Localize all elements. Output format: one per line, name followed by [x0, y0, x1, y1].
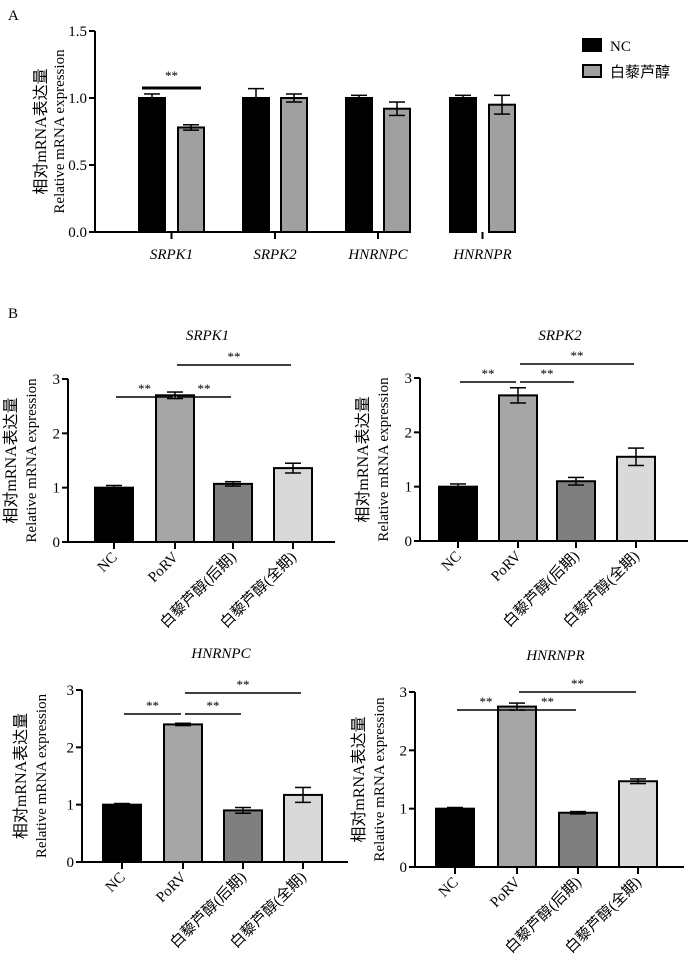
y-tick-label: 3 — [405, 371, 413, 387]
x-tick-label: PoRV — [153, 869, 190, 906]
chart-panel-1: A 相对mRNA表达量 Relative mRNA expression SRPK1 S… — [8, 8, 670, 263]
chart-title: HNRNPR — [525, 648, 584, 664]
chart-title: SRPK1 — [186, 328, 229, 344]
y-tick-label: 1 — [53, 481, 61, 497]
x-tick-label: NC — [95, 550, 121, 576]
bar-treatment — [177, 126, 205, 233]
bar — [616, 455, 656, 542]
significance-label: ** — [482, 366, 495, 381]
chart-panel-4: HNRNPC 相对mRNA表达量 Relative mRNA expression N… — [12, 646, 348, 952]
y-axis-label-en: Relative mRNA expression — [52, 49, 68, 214]
chart-panel-5: HNRNPR 相对mRNA表达量 Relative mRNA expression N… — [350, 648, 684, 957]
y-tick-label: 3 — [67, 683, 75, 699]
bar — [223, 809, 263, 864]
bar-nc — [242, 97, 270, 233]
x-tick-label: NC — [436, 875, 462, 901]
x-tick-label: PoRV — [487, 874, 524, 911]
bar — [94, 486, 134, 543]
bar — [435, 807, 475, 869]
y-tick-label: 3 — [400, 685, 408, 701]
bar-nc — [345, 97, 373, 233]
legend-label: NC — [610, 39, 631, 55]
y-tick-label: 1.0 — [68, 91, 87, 107]
y-tick-label: 2 — [53, 426, 61, 442]
bar — [618, 780, 658, 868]
bar — [497, 705, 537, 868]
y-axis-label-cn: 相对mRNA表达量 — [354, 396, 372, 522]
bar — [556, 480, 596, 543]
x-tick-label: SRPK2 — [253, 247, 297, 263]
y-axis-label-en: Relative mRNA expression — [372, 697, 388, 862]
bar-nc — [138, 97, 166, 233]
y-axis-label-cn: 相对mRNA表达量 — [32, 68, 50, 194]
y-tick-label: 1 — [405, 480, 413, 496]
y-tick-label: 2 — [400, 743, 408, 759]
significance-label: ** — [207, 698, 220, 713]
chart-panel-3: SRPK2 相对mRNA表达量 Relative mRNA expression NC… — [354, 328, 688, 631]
legend-label: 白藜芦醇 — [610, 64, 670, 81]
significance-label: ** — [571, 348, 584, 363]
y-axis-label-cn: 相对mRNA表达量 — [12, 713, 30, 839]
bar — [155, 394, 195, 543]
significance-label: ** — [571, 676, 584, 691]
significance-label: ** — [541, 366, 554, 381]
y-tick-label: 0 — [67, 855, 75, 871]
y-tick-label: 0 — [400, 860, 408, 876]
legend-swatch — [582, 38, 602, 52]
bar-nc — [449, 97, 477, 233]
significance-label: ** — [198, 381, 211, 396]
chart-panel-2: B SRPK1 相对mRNA表达量 Relative mRNA expression N… — [2, 306, 335, 632]
y-tick-label: 1.5 — [68, 24, 87, 40]
significance-label: ** — [228, 349, 241, 364]
y-axis-label-en: Relative mRNA expression — [376, 377, 392, 542]
bar — [558, 811, 598, 868]
bar — [273, 467, 313, 543]
significance-label: ** — [165, 68, 178, 83]
y-axis-label-cn: 相对mRNA表达量 — [2, 397, 20, 523]
y-tick-label: 0.0 — [68, 225, 87, 241]
bar — [102, 803, 142, 864]
significance-label: ** — [146, 698, 159, 713]
bar — [283, 793, 323, 863]
legend-swatch — [582, 64, 602, 78]
x-tick-label: HNRNPC — [347, 247, 408, 263]
bar — [438, 485, 478, 542]
y-tick-label: 2 — [405, 425, 413, 441]
chart-title: SRPK2 — [538, 328, 582, 344]
bar — [213, 482, 253, 544]
panel-label: A — [8, 8, 19, 24]
chart-title: HNRNPC — [190, 646, 251, 662]
bar — [498, 394, 538, 542]
x-tick-label: NC — [103, 870, 129, 896]
significance-label: ** — [138, 381, 151, 396]
x-tick-label: PoRV — [488, 548, 525, 585]
panel-label: B — [8, 306, 18, 322]
bar-treatment — [488, 103, 516, 233]
x-tick-label: HNRNPR — [452, 247, 511, 263]
significance-label: ** — [541, 694, 554, 709]
x-tick-label: PoRV — [145, 549, 182, 586]
bar-treatment — [280, 97, 308, 233]
y-tick-label: 1 — [67, 798, 75, 814]
significance-label: ** — [237, 677, 250, 692]
y-axis-label-en: Relative mRNA expression — [24, 378, 40, 543]
y-tick-label: 2 — [67, 740, 75, 756]
bar-treatment — [383, 107, 411, 233]
y-tick-label: 3 — [53, 372, 61, 388]
y-tick-label: 0.5 — [68, 158, 87, 174]
y-axis-label-cn: 相对mRNA表达量 — [350, 716, 368, 842]
bar — [163, 723, 203, 864]
significance-label: ** — [480, 694, 493, 709]
x-tick-label: SRPK1 — [150, 247, 193, 263]
y-tick-label: 1 — [400, 802, 408, 818]
y-tick-label: 0 — [405, 534, 413, 550]
x-tick-label: NC — [439, 549, 465, 575]
y-tick-label: 0 — [53, 535, 61, 551]
y-axis-label-en: Relative mRNA expression — [34, 693, 50, 858]
